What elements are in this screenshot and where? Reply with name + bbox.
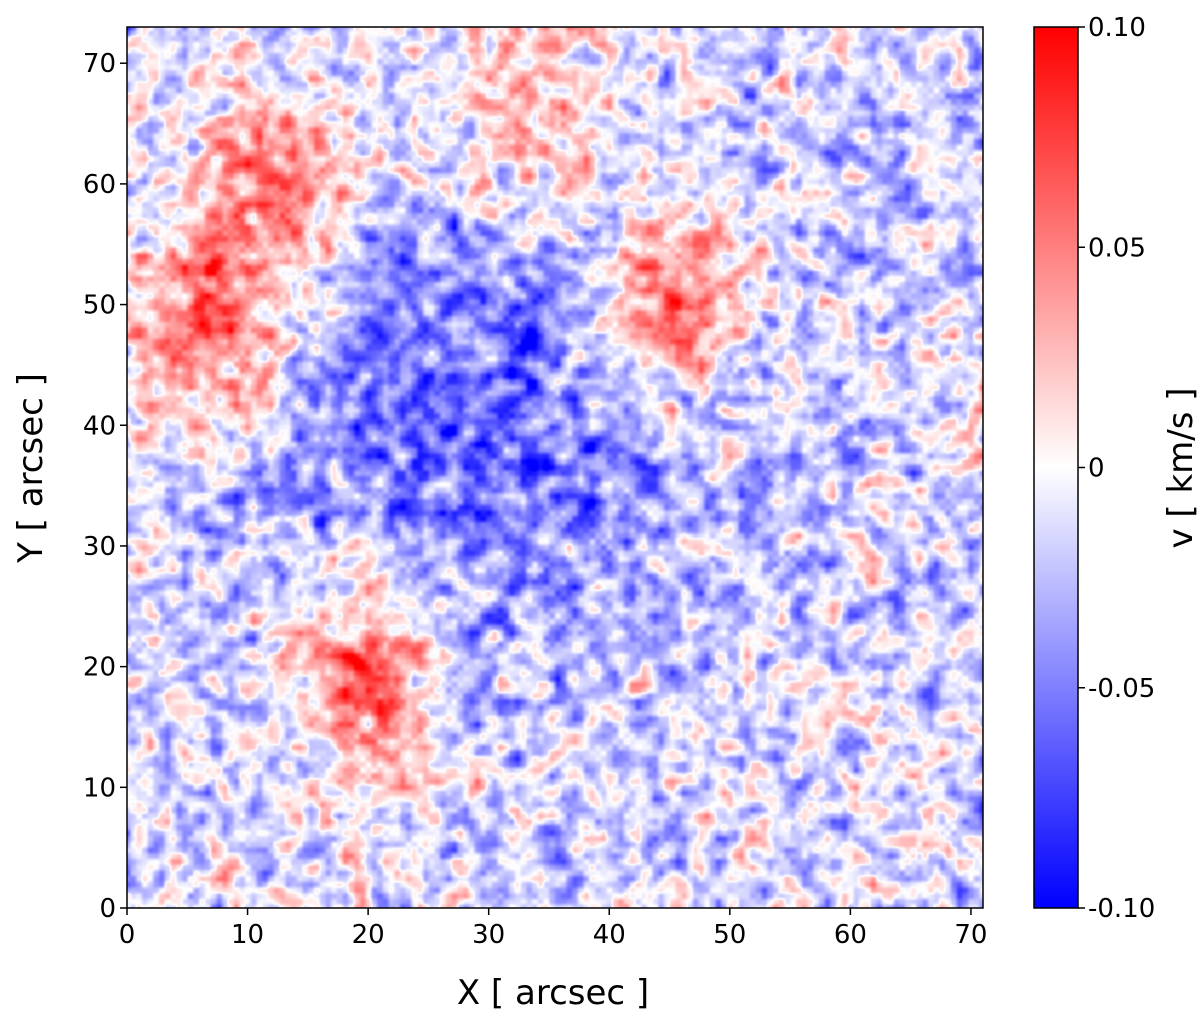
colorbar-tick-label: 0	[1088, 454, 1105, 484]
x-tick-label: 30	[472, 920, 505, 950]
y-tick-label: 20	[83, 653, 116, 683]
heatmap-image	[127, 27, 983, 908]
y-tick-label: 40	[83, 411, 116, 441]
y-tick-label: 10	[83, 773, 116, 803]
colorbar-ticks: 0.10 0.05 0 -0.05 -0.10	[1078, 13, 1155, 924]
y-tick-label: 30	[83, 532, 116, 562]
x-tick-label: 60	[834, 920, 867, 950]
colorbar-label: v [ km/s ]	[1161, 387, 1200, 548]
x-tick-label: 70	[954, 920, 987, 950]
x-tick-label: 0	[119, 920, 136, 950]
colorbar-tick-label: -0.10	[1088, 894, 1155, 924]
y-tick-label: 70	[83, 49, 116, 79]
colorbar-gradient	[1034, 27, 1078, 908]
colorbar-tick-label: 0.05	[1088, 233, 1146, 263]
x-axis-ticks: 0 10 20 30 40 50 60 70	[119, 908, 987, 950]
colorbar-frame	[1033, 26, 1079, 909]
colorbar-tick-label: 0.10	[1088, 13, 1146, 43]
y-tick-label: 50	[83, 291, 116, 321]
x-axis-label: X [ arcsec ]	[457, 973, 649, 1013]
x-tick-label: 20	[352, 920, 385, 950]
x-tick-label: 50	[713, 920, 746, 950]
y-axis-label: Y [ arcsec ]	[11, 373, 51, 564]
colorbar-tick-label: -0.05	[1088, 674, 1155, 704]
plot-frame	[126, 26, 984, 909]
y-tick-label: 60	[83, 170, 116, 200]
x-tick-label: 10	[231, 920, 264, 950]
x-tick-label: 40	[593, 920, 626, 950]
y-axis-ticks: 0 10 20 30 40 50 60 70	[83, 49, 127, 924]
y-tick-label: 0	[99, 894, 116, 924]
